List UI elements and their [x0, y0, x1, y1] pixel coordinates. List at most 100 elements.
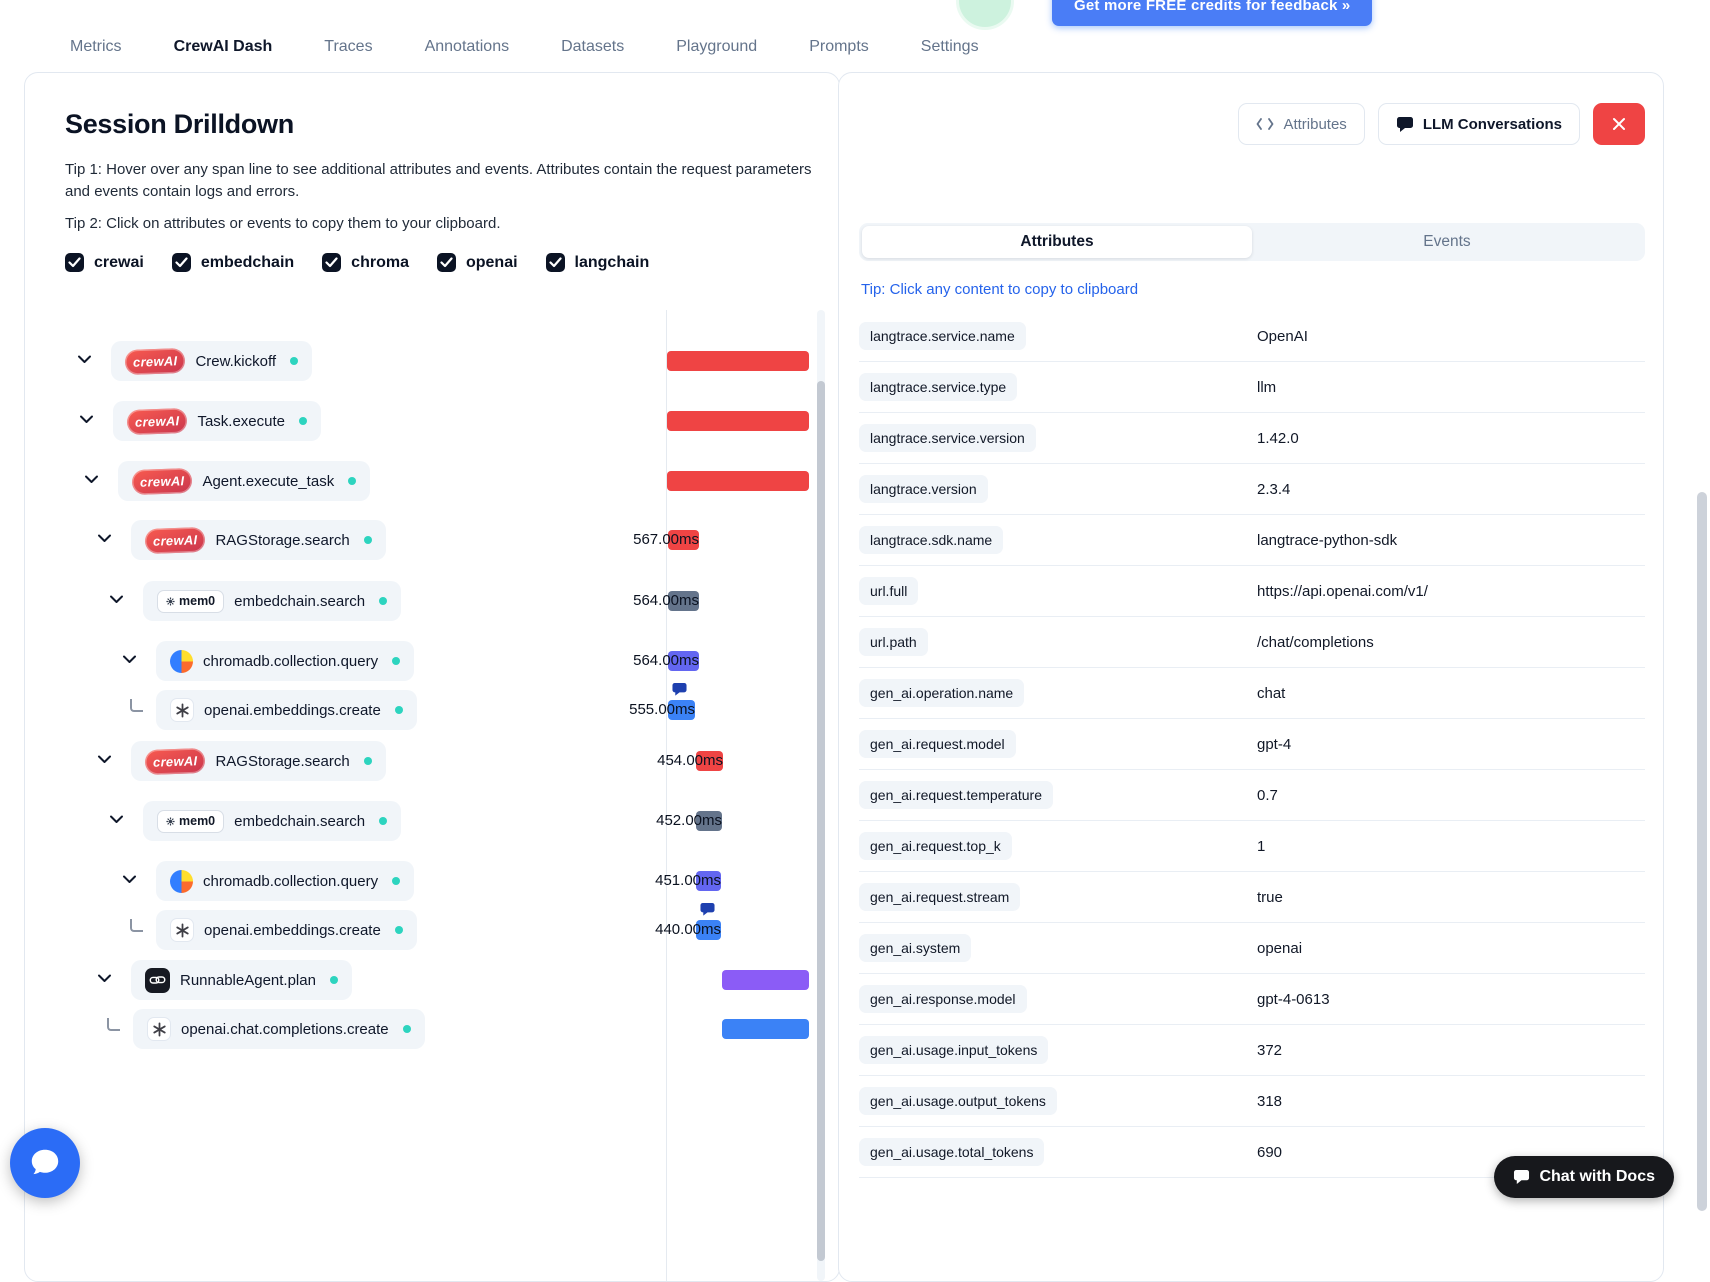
- span-duration-bar[interactable]: [668, 651, 699, 671]
- attribute-value[interactable]: langtrace-python-sdk: [1257, 531, 1398, 549]
- nav-tab-settings[interactable]: Settings: [895, 22, 1005, 74]
- attribute-value[interactable]: llm: [1257, 378, 1277, 396]
- chevron-down-icon[interactable]: [77, 355, 92, 364]
- nav-tab-traces[interactable]: Traces: [298, 22, 398, 74]
- attribute-key[interactable]: gen_ai.system: [859, 934, 972, 962]
- chevron-down-icon[interactable]: [109, 595, 124, 604]
- span-duration-bar[interactable]: [667, 351, 809, 371]
- span-pill-openai-embeddings-create[interactable]: openai.embeddings.create: [156, 910, 417, 950]
- attribute-key[interactable]: url.full: [859, 577, 919, 605]
- attribute-value[interactable]: 690: [1257, 1143, 1283, 1161]
- span-pill-ragstorage-search[interactable]: crewAI RAGStorage.search: [131, 520, 386, 560]
- span-duration-bar[interactable]: [722, 970, 809, 990]
- attribute-value[interactable]: true: [1257, 888, 1283, 906]
- filter-chroma[interactable]: chroma: [322, 253, 409, 272]
- chevron-down-icon[interactable]: [84, 475, 99, 484]
- attribute-key[interactable]: langtrace.service.name: [859, 322, 1026, 350]
- span-duration-bar[interactable]: [667, 471, 809, 491]
- span-pill-runnableagent-plan[interactable]: RunnableAgent.plan: [131, 960, 352, 1000]
- span-duration-bar[interactable]: [696, 871, 721, 891]
- checkbox-crewai[interactable]: [65, 253, 84, 272]
- attributes-view-button[interactable]: Attributes: [1238, 103, 1365, 145]
- span-duration-bar[interactable]: [667, 411, 809, 431]
- chat-with-docs-button[interactable]: Chat with Docs: [1494, 1156, 1674, 1198]
- attribute-key[interactable]: gen_ai.request.temperature: [859, 781, 1053, 809]
- llm-conversations-button[interactable]: LLM Conversations: [1377, 103, 1580, 145]
- nav-tab-prompts[interactable]: Prompts: [783, 22, 895, 74]
- attribute-key[interactable]: gen_ai.response.model: [859, 985, 1027, 1013]
- span-duration-bar[interactable]: [668, 591, 699, 611]
- attribute-key[interactable]: gen_ai.operation.name: [859, 679, 1025, 707]
- attribute-value[interactable]: gpt-4: [1257, 735, 1292, 753]
- nav-tab-metrics[interactable]: Metrics: [44, 22, 148, 74]
- attribute-key[interactable]: langtrace.sdk.name: [859, 526, 1004, 554]
- span-pill-chromadb-collection-query[interactable]: chromadb.collection.query: [156, 861, 415, 901]
- attribute-key[interactable]: gen_ai.usage.total_tokens: [859, 1138, 1045, 1166]
- detail-tab-attributes[interactable]: Attributes: [862, 226, 1252, 258]
- attribute-value[interactable]: 318: [1257, 1092, 1283, 1110]
- span-duration-bar[interactable]: [668, 700, 695, 720]
- attribute-value[interactable]: 1: [1257, 837, 1266, 855]
- span-duration-bar[interactable]: [668, 530, 699, 550]
- attribute-value[interactable]: /chat/completions: [1257, 633, 1374, 651]
- span-pill-agent-execute-task[interactable]: crewAI Agent.execute_task: [118, 461, 371, 501]
- checkbox-langchain[interactable]: [545, 253, 565, 272]
- page-scrollbar[interactable]: [1697, 492, 1707, 1211]
- close-button[interactable]: [1593, 103, 1645, 145]
- attribute-value[interactable]: https://api.openai.com/v1/: [1257, 582, 1428, 600]
- nav-tab-playground[interactable]: Playground: [650, 22, 783, 74]
- nav-tab-crewai-dash[interactable]: CrewAI Dash: [147, 22, 299, 74]
- nav-tab-annotations[interactable]: Annotations: [399, 22, 536, 74]
- span-tree-scrollbar[interactable]: [817, 381, 825, 1261]
- span-pill-crew-kickoff[interactable]: crewAI Crew.kickoff: [111, 341, 313, 381]
- attribute-key[interactable]: gen_ai.request.stream: [859, 883, 1021, 911]
- span-duration-bar[interactable]: [696, 920, 721, 940]
- chevron-down-icon[interactable]: [97, 974, 112, 983]
- filter-label: chroma: [351, 253, 409, 271]
- span-label: openai.embeddings.create: [204, 921, 381, 939]
- span-duration-bar[interactable]: [696, 751, 723, 771]
- filter-openai[interactable]: openai: [436, 253, 518, 272]
- attribute-key[interactable]: gen_ai.request.model: [859, 730, 1016, 758]
- span-duration-bar[interactable]: [722, 1019, 809, 1039]
- span-pill-ragstorage-search[interactable]: crewAI RAGStorage.search: [131, 741, 386, 781]
- span-pill-chromadb-collection-query[interactable]: chromadb.collection.query: [156, 641, 415, 681]
- nav-tab-datasets[interactable]: Datasets: [535, 22, 650, 74]
- attribute-key[interactable]: gen_ai.request.top_k: [859, 832, 1012, 860]
- chevron-down-icon[interactable]: [122, 875, 137, 884]
- span-pill-embedchain-search[interactable]: mem0 embedchain.search: [143, 581, 402, 621]
- chevron-down-icon[interactable]: [97, 534, 112, 543]
- attribute-value[interactable]: openai: [1257, 939, 1303, 957]
- attribute-value[interactable]: chat: [1257, 684, 1286, 702]
- attribute-value[interactable]: 2.3.4: [1257, 480, 1291, 498]
- attribute-value[interactable]: OpenAI: [1257, 327, 1308, 345]
- attribute-value[interactable]: 0.7: [1257, 786, 1278, 804]
- attribute-value[interactable]: gpt-4-0613: [1257, 990, 1330, 1008]
- span-pill-task-execute[interactable]: crewAI Task.execute: [113, 401, 321, 441]
- attribute-key[interactable]: gen_ai.usage.output_tokens: [859, 1087, 1057, 1115]
- attribute-key[interactable]: langtrace.service.version: [859, 424, 1036, 452]
- promo-button[interactable]: Get more FREE credits for feedback »: [1052, 0, 1373, 26]
- attribute-key[interactable]: url.path: [859, 628, 928, 656]
- span-pill-embedchain-search[interactable]: mem0 embedchain.search: [143, 801, 402, 841]
- chevron-down-icon[interactable]: [109, 815, 124, 824]
- attribute-key[interactable]: gen_ai.usage.input_tokens: [859, 1036, 1049, 1064]
- detail-tab-events[interactable]: Events: [1252, 226, 1642, 258]
- attribute-key[interactable]: langtrace.version: [859, 475, 988, 503]
- span-duration-bar[interactable]: [696, 811, 722, 831]
- chevron-down-icon[interactable]: [122, 655, 137, 664]
- attribute-value[interactable]: 372: [1257, 1041, 1283, 1059]
- span-pill-openai-embeddings-create[interactable]: openai.embeddings.create: [156, 690, 417, 730]
- chevron-down-icon[interactable]: [79, 415, 94, 424]
- attribute-key[interactable]: langtrace.service.type: [859, 373, 1018, 401]
- filter-crewai[interactable]: crewai: [65, 253, 144, 272]
- checkbox-openai[interactable]: [436, 253, 456, 272]
- filter-embedchain[interactable]: embedchain: [171, 253, 294, 272]
- chevron-down-icon[interactable]: [97, 755, 112, 764]
- attribute-value[interactable]: 1.42.0: [1257, 429, 1299, 447]
- chat-widget-launcher[interactable]: [10, 1128, 80, 1198]
- checkbox-chroma[interactable]: [322, 253, 342, 272]
- filter-langchain[interactable]: langchain: [545, 253, 649, 272]
- span-pill-openai-chat-completions-create[interactable]: openai.chat.completions.create: [133, 1009, 425, 1049]
- checkbox-embedchain[interactable]: [171, 253, 191, 272]
